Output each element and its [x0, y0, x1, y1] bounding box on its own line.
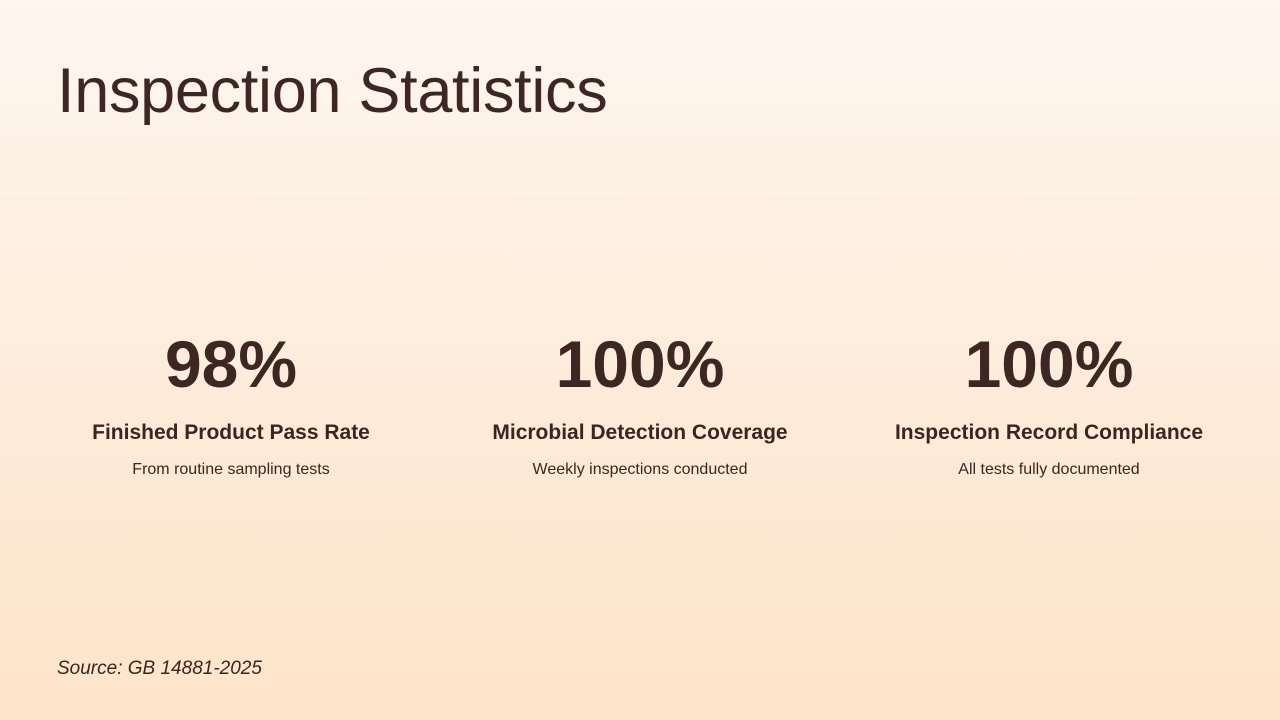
stat-card-record-compliance: 100% Inspection Record Compliance All te… — [846, 325, 1252, 480]
stat-description: All tests fully documented — [958, 461, 1140, 478]
stat-description: Weekly inspections conducted — [532, 461, 748, 478]
source-citation: Source: GB 14881-2025 — [57, 658, 262, 679]
stat-value: 100% — [964, 327, 1134, 401]
stat-description: From routine sampling tests — [132, 461, 330, 478]
stat-value: 98% — [164, 327, 298, 401]
stat-label: Finished Product Pass Rate — [92, 421, 370, 444]
stat-card-microbial-coverage: 100% Microbial Detection Coverage Weekly… — [437, 325, 843, 480]
page-title: Inspection Statistics — [57, 56, 608, 126]
stat-value: 100% — [555, 327, 725, 401]
stat-card-pass-rate: 98% Finished Product Pass Rate From rout… — [28, 325, 434, 480]
stat-label: Microbial Detection Coverage — [492, 421, 788, 444]
stat-label: Inspection Record Compliance — [894, 421, 1204, 444]
stats-row: 98% Finished Product Pass Rate From rout… — [28, 325, 1252, 480]
